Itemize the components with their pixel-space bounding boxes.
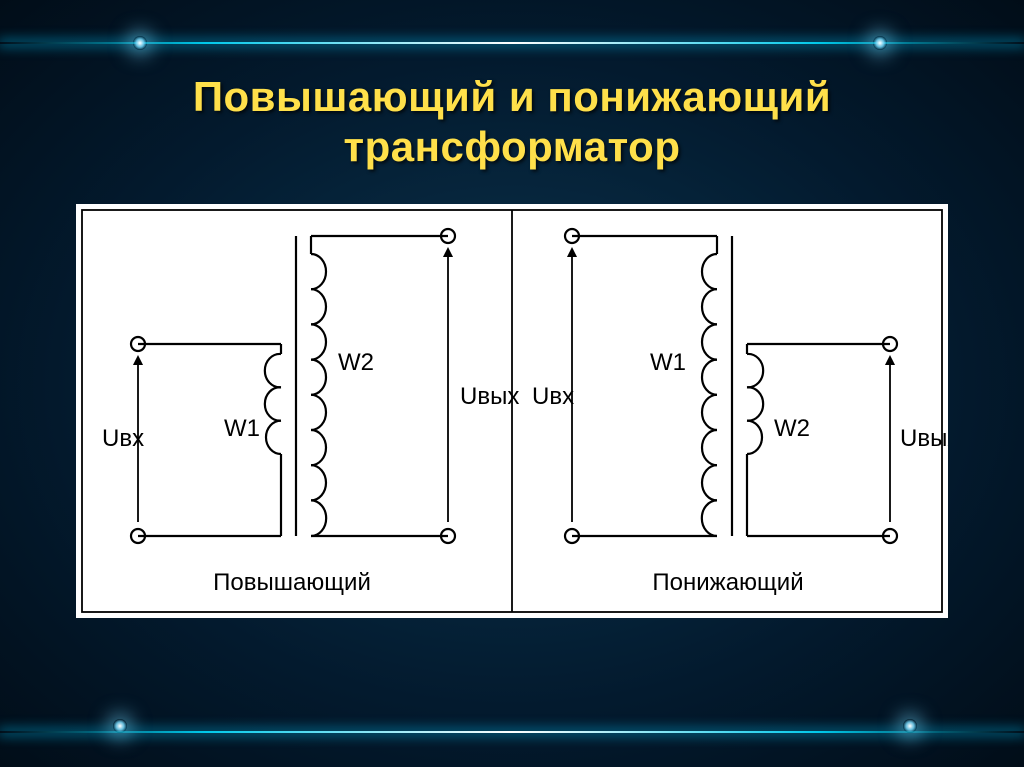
label-uin-left: Uвх [102,425,144,452]
decorative-flare-top [0,42,1024,44]
lensflare-dot [903,719,917,733]
caption-right: Понижающий [652,569,803,596]
label-uin-right: Uвх [532,383,574,410]
transformer-diagrams: Uвх W1 Uвых W2 Повышающий [76,204,948,618]
slide-title: Повышающий и понижающий трансформатор [0,72,1024,171]
title-line-2: трансформатор [344,123,681,170]
label-w1-right: W1 [650,349,686,376]
lensflare-dot [873,36,887,50]
label-w2-right: W2 [774,415,810,442]
step-up-schematic: Uвх W1 Uвых W2 Повышающий [102,229,519,596]
decorative-flare-bottom [0,731,1024,733]
lensflare-dot [133,36,147,50]
label-uout-left: Uвых [460,383,519,410]
label-uout-right: Uвых [900,425,948,452]
caption-left: Повышающий [213,569,371,596]
lensflare-dot [113,719,127,733]
label-w1-left: W1 [224,415,260,442]
title-line-1: Повышающий и понижающий [193,73,831,120]
diagram-panel: Uвх W1 Uвых W2 Повышающий [76,204,948,618]
step-down-schematic: Uвх W1 Uвых W2 Понижающий [532,229,948,596]
label-w2-left: W2 [338,349,374,376]
